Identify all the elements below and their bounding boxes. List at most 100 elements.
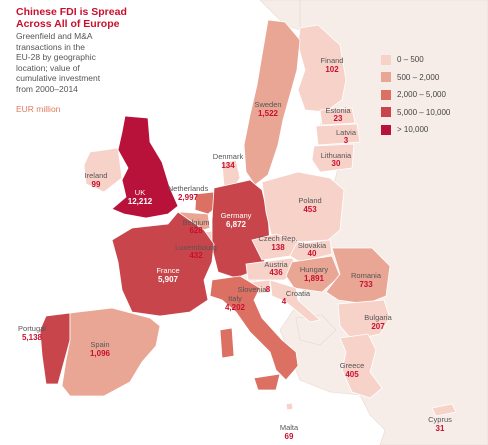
country-shape-croatia[interactable] — [269, 279, 321, 323]
legend-label: 5,000 – 10,000 — [397, 107, 451, 117]
legend-label: 2,000 – 5,000 — [397, 90, 446, 100]
svg-text:8: 8 — [266, 285, 271, 294]
svg-text:1,096: 1,096 — [90, 349, 111, 358]
country-shape-france[interactable] — [111, 211, 215, 317]
svg-text:405: 405 — [345, 370, 359, 379]
svg-text:Romania: Romania — [351, 271, 382, 280]
eu-countries — [39, 19, 457, 417]
legend-swatch — [381, 107, 391, 118]
country-shape-poland[interactable] — [261, 171, 345, 243]
country-shape-greece[interactable] — [339, 333, 383, 399]
svg-text:23: 23 — [334, 114, 343, 123]
svg-text:2,997: 2,997 — [178, 193, 199, 202]
country-shape-estonia[interactable] — [319, 107, 356, 126]
legend-label: > 10,000 — [397, 125, 429, 135]
map-description: Greenfield and M&A transactions in the E… — [16, 31, 101, 94]
svg-text:12,212: 12,212 — [128, 197, 153, 206]
svg-text:6,872: 6,872 — [226, 220, 247, 229]
svg-text:Malta: Malta — [280, 423, 299, 432]
country-shape-lithuania[interactable] — [311, 143, 355, 173]
svg-text:1,891: 1,891 — [304, 274, 325, 283]
svg-text:138: 138 — [271, 243, 285, 252]
legend-item: 2,000 – 5,000 — [381, 86, 450, 104]
svg-text:Estonia: Estonia — [325, 106, 351, 115]
legend-swatch — [381, 124, 391, 135]
country-shape-sicily[interactable] — [253, 373, 281, 391]
legend-item: 5,000 – 10,000 — [381, 104, 450, 122]
legend-label: 500 – 2,000 — [397, 72, 440, 82]
svg-text:207: 207 — [371, 322, 385, 331]
svg-text:69: 69 — [285, 432, 294, 441]
svg-text:Croatia: Croatia — [286, 289, 311, 298]
svg-text:733: 733 — [359, 280, 373, 289]
svg-text:Germany: Germany — [221, 211, 252, 220]
country-shape-uk[interactable] — [111, 115, 179, 219]
legend: 0 – 500 500 – 2,000 2,000 – 5,000 5,000 … — [381, 51, 450, 139]
svg-text:453: 453 — [303, 205, 317, 214]
legend-item: > 10,000 — [381, 121, 450, 139]
svg-text:Lithuania: Lithuania — [321, 151, 352, 160]
country-shape-malta[interactable] — [285, 402, 294, 411]
map-title: Chinese FDI is Spread Across All of Euro… — [16, 6, 127, 30]
country-shape-sardinia[interactable] — [219, 327, 235, 359]
legend-label: 0 – 500 — [397, 55, 424, 65]
svg-text:Sweden: Sweden — [254, 100, 281, 109]
svg-text:99: 99 — [92, 180, 101, 189]
country-shape-italy[interactable] — [209, 275, 299, 381]
header: Chinese FDI is Spread Across All of Euro… — [16, 6, 166, 114]
svg-text:432: 432 — [189, 251, 203, 260]
svg-text:5,907: 5,907 — [158, 275, 179, 284]
country-shape-spain[interactable] — [61, 307, 161, 397]
svg-text:Slovakia: Slovakia — [298, 241, 327, 250]
country-shape-ireland[interactable] — [83, 147, 123, 193]
svg-text:Greece: Greece — [340, 361, 365, 370]
svg-text:31: 31 — [436, 424, 445, 433]
country-shape-latvia[interactable] — [315, 123, 361, 146]
svg-text:Ireland: Ireland — [85, 171, 108, 180]
legend-item: 500 – 2,000 — [381, 69, 450, 87]
svg-text:Portugal: Portugal — [18, 324, 46, 333]
svg-text:4,202: 4,202 — [225, 303, 246, 312]
country-shape-sweden[interactable] — [243, 19, 301, 186]
svg-text:Spain: Spain — [90, 340, 109, 349]
svg-text:UK: UK — [135, 188, 145, 197]
svg-text:102: 102 — [325, 65, 339, 74]
svg-text:436: 436 — [269, 268, 283, 277]
svg-text:Belgium: Belgium — [182, 218, 209, 227]
legend-item: 0 – 500 — [381, 51, 450, 69]
country-shape-hungary[interactable] — [285, 255, 341, 293]
svg-text:Luxembourg: Luxembourg — [175, 243, 217, 252]
label-slovenia: Slovenia 8 — [238, 285, 271, 294]
svg-text:Cyprus: Cyprus — [428, 415, 452, 424]
legend-swatch — [381, 89, 391, 100]
svg-text:Hungary: Hungary — [300, 265, 329, 274]
svg-text:134: 134 — [221, 161, 235, 170]
svg-text:Denmark: Denmark — [213, 152, 244, 161]
label-czech: Czech Rep.138 — [258, 234, 297, 252]
country-shape-bulgaria[interactable] — [337, 299, 391, 341]
country-shape-cyprus[interactable] — [431, 403, 457, 417]
svg-text:France: France — [156, 266, 179, 275]
svg-text:5,138: 5,138 — [22, 333, 43, 342]
